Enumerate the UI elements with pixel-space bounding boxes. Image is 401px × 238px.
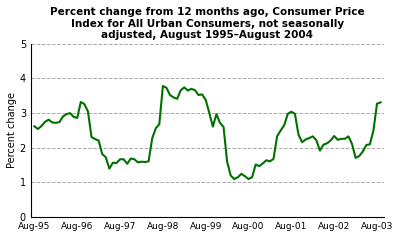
Title: Percent change from 12 months ago, Consumer Price
Index for All Urban Consumers,: Percent change from 12 months ago, Consu…: [50, 7, 365, 40]
Y-axis label: Percent change: Percent change: [7, 92, 17, 169]
